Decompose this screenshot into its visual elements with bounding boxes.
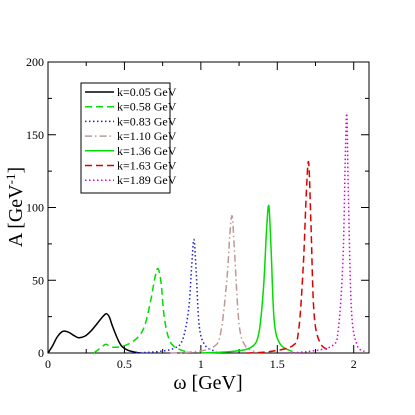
x-tick-label: 2 — [351, 357, 357, 371]
series-layer — [47, 112, 365, 354]
y-axis-title: A [GeV-1] — [3, 167, 28, 247]
legend-label: k=1.63 GeV — [117, 159, 177, 173]
y-axis-title-main: A [GeV — [5, 184, 27, 247]
series-line-5 — [200, 204, 293, 354]
legend-label: k=0.05 GeV — [117, 85, 177, 99]
axis-ticks: 0 0.5 1 1.5 2 0 50 100 150 200 — [26, 55, 369, 371]
series-line-2 — [93, 267, 186, 354]
y-tick-label: 0 — [38, 346, 44, 360]
x-tick-label: 1 — [198, 357, 204, 371]
legend-label: k=0.83 GeV — [117, 114, 177, 128]
series-line-4 — [170, 214, 255, 354]
series-line-6 — [246, 160, 332, 354]
legend-label: k=0.58 GeV — [117, 100, 177, 114]
x-tick-label: 0 — [45, 357, 51, 371]
legend-label: k=1.36 GeV — [117, 144, 177, 158]
y-axis-title-close: ] — [5, 167, 27, 174]
series-line-3 — [132, 238, 217, 354]
legend-label: k=1.10 GeV — [117, 129, 177, 143]
legend-label: k=1.89 GeV — [117, 173, 177, 187]
x-axis-title: ω [GeV] — [173, 372, 242, 394]
y-tick-label: 50 — [32, 273, 44, 287]
x-tick-label: 0.5 — [117, 357, 132, 371]
y-axis-title-sup: -1 — [3, 174, 18, 185]
series-line-1 — [47, 312, 140, 354]
y-tick-label: 100 — [26, 201, 44, 215]
x-tick-label: 1.5 — [270, 357, 285, 371]
y-tick-label: 200 — [26, 55, 44, 69]
legend-box — [80, 82, 171, 194]
y-tick-label: 150 — [26, 128, 44, 142]
series-line-7 — [284, 112, 365, 354]
